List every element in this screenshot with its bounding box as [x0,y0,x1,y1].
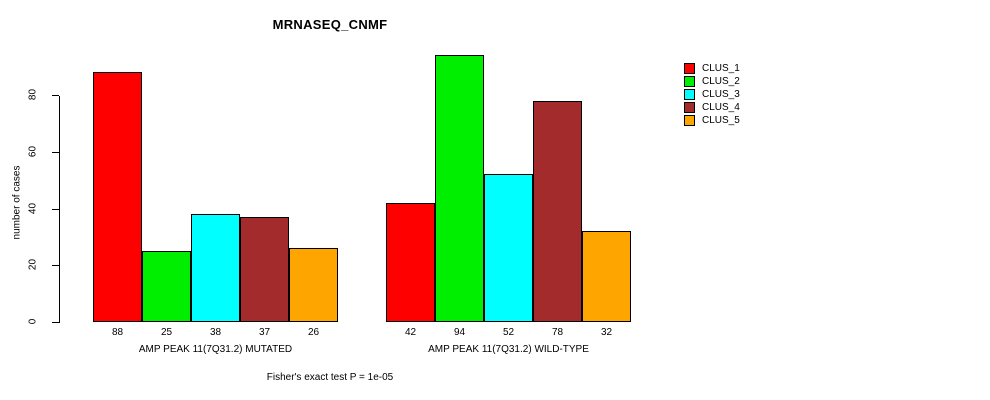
legend-item[interactable]: CLUS_4 [684,101,740,114]
bar [142,251,191,322]
bar-value-label: 37 [258,327,271,338]
bar [289,248,338,322]
group-axis-label: AMP PEAK 11(7Q31.2) MUTATED [138,344,293,355]
legend-item[interactable]: CLUS_3 [684,88,740,101]
legend-item-label: CLUS_3 [702,89,740,100]
bar-value-label: 52 [502,327,515,338]
bar-value-label: 25 [160,327,173,338]
bar-value-label: 88 [111,327,124,338]
y-axis-tick [52,151,59,153]
statistical-annotation-text: Fisher's exact test P = 1e-05 [266,372,394,383]
chart-title: MRNASEQ_CNMF [272,17,388,32]
bar [191,214,240,322]
statistical-annotation: Fisher's exact test P = 1e-05 [0,372,990,383]
y-axis-tick-label: 0 [27,318,39,325]
y-axis-tick [52,265,59,267]
bar-value-label: 32 [600,327,613,338]
legend-item-label: CLUS_5 [702,115,740,126]
y-axis-tick-label: 20 [27,259,39,271]
y-axis-line [59,96,60,323]
legend-item[interactable]: CLUS_2 [684,75,740,88]
legend-item[interactable]: CLUS_1 [684,62,740,75]
y-axis-tick [52,95,59,96]
bar [435,55,484,322]
bar [533,100,582,322]
legend-swatch-icon [684,89,695,100]
y-axis-tick-label: 40 [27,202,39,214]
legend-item[interactable]: CLUS_5 [684,114,740,127]
bar [386,202,435,322]
bar-value-label: 78 [551,327,564,338]
y-axis-tick-label: 80 [27,88,39,101]
y-axis-tick-label: 60 [27,145,39,157]
chart-legend: CLUS_1 CLUS_2 CLUS_3 CLUS_4 CLUS_5 [684,62,740,127]
y-axis-tick [52,322,59,323]
legend-item-label: CLUS_1 [702,63,740,74]
plot-area: number of cases 0 20 40 60 80 88 25 38 37 26 AMP … [11,55,631,355]
bar [240,217,289,322]
bar [582,231,631,322]
group-axis-label: AMP PEAK 11(7Q31.2) WILD-TYPE [428,344,589,355]
y-axis-tick [52,208,59,210]
bar-value-label: 38 [209,327,222,338]
legend-swatch-icon [684,102,695,113]
legend-swatch-icon [684,115,695,126]
legend-item-label: CLUS_4 [702,102,740,113]
bar [484,174,533,322]
bar-value-label: 26 [307,327,320,338]
bar-value-label: 42 [404,327,417,338]
y-axis-title: number of cases [11,165,23,240]
legend-swatch-icon [684,76,695,87]
bar-value-label: 94 [453,327,466,338]
legend-item-label: CLUS_2 [702,76,740,87]
bar [93,72,142,322]
legend-swatch-icon [684,63,695,74]
